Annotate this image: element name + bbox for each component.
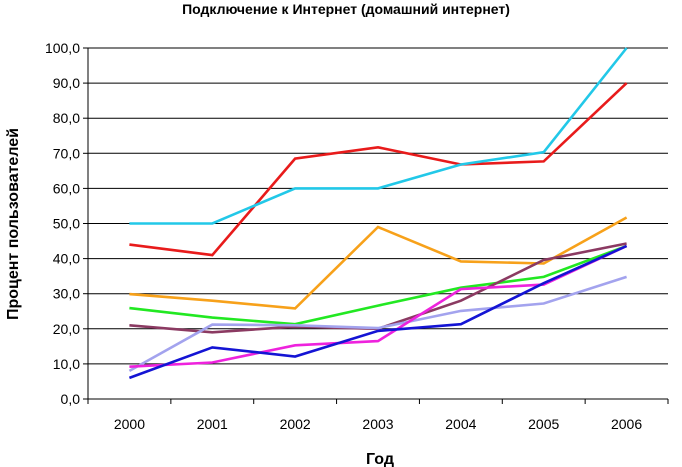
series-line-8: [128, 244, 628, 380]
series-line-5: [129, 242, 627, 334]
x-tick-label: 2000: [114, 416, 145, 432]
series-line-3: [129, 216, 628, 310]
y-tick-label: 10,0: [53, 356, 80, 372]
x-tick-label: 2006: [611, 416, 642, 432]
series-line-6: [128, 275, 627, 373]
x-tick-label: 2002: [280, 416, 311, 432]
y-tick-label: 20,0: [53, 321, 80, 337]
y-tick-label: 30,0: [53, 286, 80, 302]
chart-title: Подключение к Интернет (домашний интерне…: [182, 1, 510, 17]
x-axis-title: Год: [366, 451, 394, 467]
y-tick-label: 40,0: [53, 251, 80, 267]
x-tick-label: 2004: [445, 416, 476, 432]
x-tick-label: 2003: [362, 416, 393, 432]
y-tick-label: 50,0: [53, 216, 80, 232]
series-line-2: [129, 47, 628, 225]
y-axis-ticks: 0,0 10,0 20,0 30,0 40,0 50,0 60,0 70,0 80,0 90,0 1…: [45, 40, 88, 407]
y-axis-title: Процент пользователей: [5, 128, 22, 320]
y-tick-label: 60,0: [53, 180, 80, 196]
y-tick-label: 0,0: [61, 391, 81, 407]
y-tick-label: 70,0: [53, 145, 80, 161]
series-group: [128, 47, 628, 380]
y-tick-label: 90,0: [53, 75, 80, 91]
x-tick-label: 2001: [197, 416, 228, 432]
series-line-1: [129, 82, 628, 257]
y-tick-label: 100,0: [45, 40, 80, 56]
y-tick-label: 80,0: [53, 110, 80, 126]
x-axis-ticks: 2000 2001 2002 2003 2004 2005 2006: [87, 399, 669, 432]
gridlines: [88, 47, 668, 365]
series-line-4: [129, 244, 628, 326]
x-tick-label: 2005: [528, 416, 559, 432]
